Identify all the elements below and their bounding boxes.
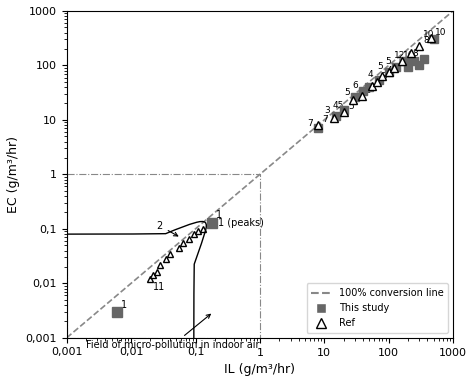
Legend: 100% conversion line, This study, Ref: 100% conversion line, This study, Ref xyxy=(307,283,448,333)
Text: 3: 3 xyxy=(325,106,330,115)
Text: 4: 4 xyxy=(387,66,392,75)
Text: 7: 7 xyxy=(322,115,328,124)
Text: 1: 1 xyxy=(216,211,222,221)
Text: 1: 1 xyxy=(121,300,127,309)
Text: 11: 11 xyxy=(153,282,165,292)
Text: 1 (peaks): 1 (peaks) xyxy=(218,218,264,228)
100% conversion line xyxy=(154,260,159,264)
Text: 12: 12 xyxy=(394,51,405,61)
Text: 10: 10 xyxy=(403,51,415,61)
100% conversion line xyxy=(64,336,70,340)
Text: 5: 5 xyxy=(348,102,354,111)
Text: 10: 10 xyxy=(422,29,434,39)
Text: 8: 8 xyxy=(412,49,419,59)
Text: 5: 5 xyxy=(344,87,350,97)
Text: 3: 3 xyxy=(338,108,344,117)
100% conversion line xyxy=(294,141,300,145)
100% conversion line xyxy=(263,167,269,172)
100% conversion line xyxy=(419,35,425,40)
Text: 6: 6 xyxy=(376,76,382,85)
Text: 6: 6 xyxy=(352,81,358,90)
Text: 2: 2 xyxy=(157,221,178,236)
Text: 5: 5 xyxy=(378,62,383,72)
Text: 10: 10 xyxy=(397,57,409,66)
Text: 10: 10 xyxy=(435,28,447,37)
Text: 5: 5 xyxy=(385,57,391,66)
100% conversion line xyxy=(138,273,144,277)
Line: 100% conversion line: 100% conversion line xyxy=(67,11,453,338)
X-axis label: IL (g/m³/hr): IL (g/m³/hr) xyxy=(224,363,295,376)
Y-axis label: EC (g/m³/hr): EC (g/m³/hr) xyxy=(7,136,20,213)
Text: 6: 6 xyxy=(357,90,363,100)
Text: 5: 5 xyxy=(366,86,372,95)
Text: 4: 4 xyxy=(367,70,373,79)
100% conversion line xyxy=(431,25,437,30)
Text: 3: 3 xyxy=(381,72,386,81)
Text: 7: 7 xyxy=(307,119,313,128)
Text: 8: 8 xyxy=(424,36,429,45)
100% conversion line xyxy=(450,9,456,13)
Text: Field of micro-pollution in indoor air: Field of micro-pollution in indoor air xyxy=(86,314,260,350)
Text: 45: 45 xyxy=(333,100,344,110)
